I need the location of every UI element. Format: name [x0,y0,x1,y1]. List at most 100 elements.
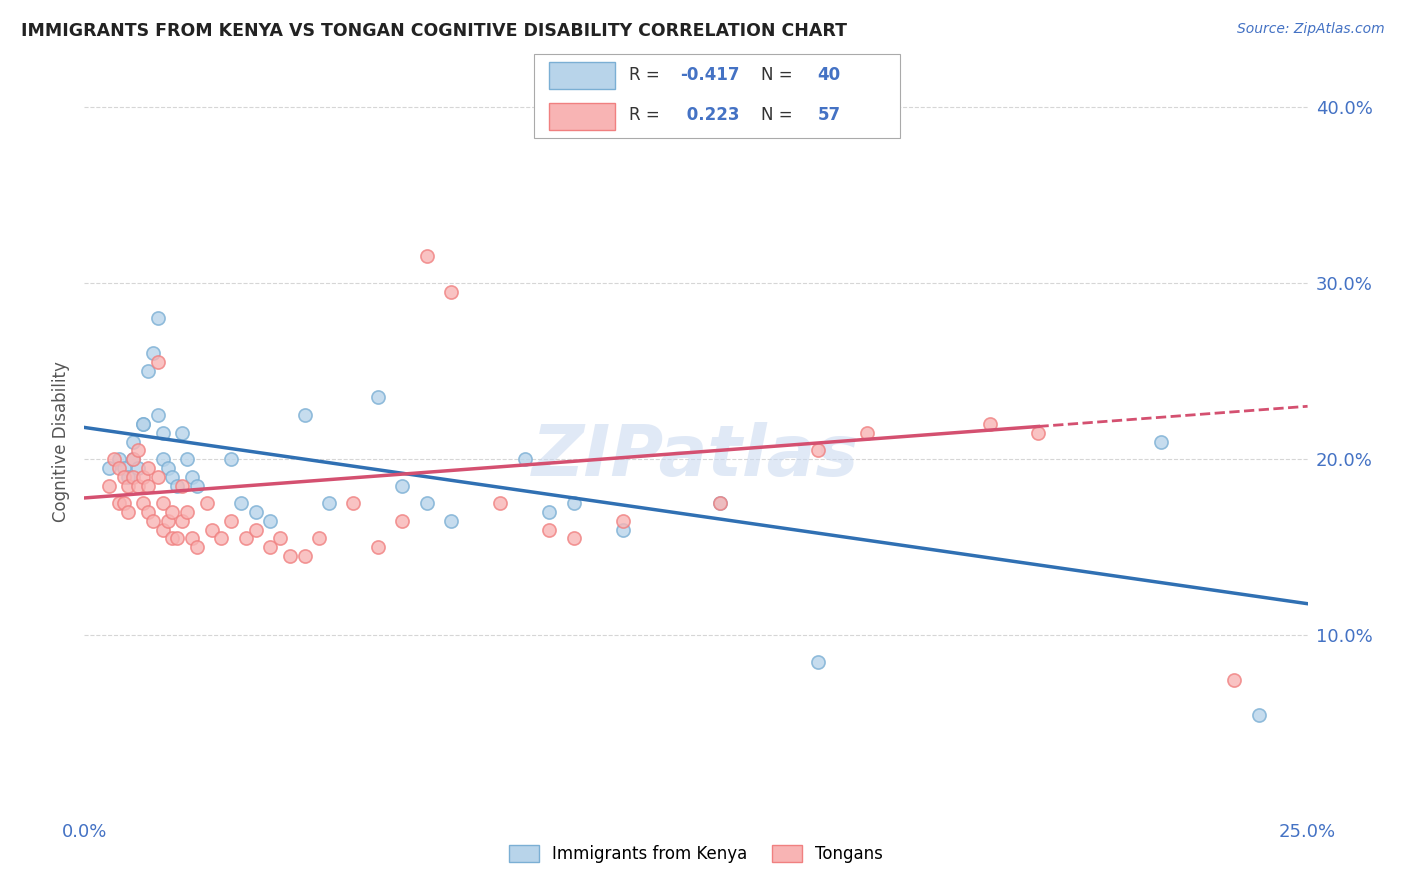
Point [122,452,145,467]
Point [117,478,139,492]
Point [107,461,129,475]
Point [136,364,159,378]
Point [807,655,830,669]
Point [709,496,731,510]
Text: IMMIGRANTS FROM KENYA VS TONGAN COGNITIVE DISABILITY CORRELATION CHART: IMMIGRANTS FROM KENYA VS TONGAN COGNITIV… [21,22,846,40]
Point [117,505,139,519]
Point [107,452,129,467]
Point [245,505,267,519]
Point [152,496,174,510]
Point [219,452,242,467]
Text: R =: R = [630,106,665,124]
Point [181,470,204,484]
Point [367,391,389,405]
Point [176,452,198,467]
Point [538,523,561,537]
Point [152,523,174,537]
Point [195,496,218,510]
Point [166,532,188,546]
Y-axis label: Cognitive Disability: Cognitive Disability [52,361,70,522]
Point [152,425,174,440]
Point [1028,425,1050,440]
Point [136,505,159,519]
Point [1247,707,1270,722]
Text: R =: R = [630,66,665,84]
Point [132,496,155,510]
Point [122,470,145,484]
Point [807,443,830,458]
Point [612,514,634,528]
Point [97,461,120,475]
Point [278,549,301,563]
Point [269,532,291,546]
Point [112,496,135,510]
Point [229,496,252,510]
Point [1223,673,1246,687]
Point [127,461,149,475]
Point [146,408,169,422]
Point [142,514,165,528]
FancyBboxPatch shape [534,54,900,138]
Text: N =: N = [761,66,797,84]
Point [136,461,159,475]
Point [122,452,145,467]
Point [856,425,879,440]
Point [152,452,174,467]
Point [200,523,222,537]
Text: N =: N = [761,106,797,124]
Point [146,470,169,484]
Point [538,505,561,519]
Point [132,417,155,431]
Point [166,478,188,492]
Point [1150,434,1173,449]
Text: Source: ZipAtlas.com: Source: ZipAtlas.com [1237,22,1385,37]
Point [181,532,204,546]
Point [127,443,149,458]
Point [97,478,120,492]
Point [259,514,281,528]
Point [612,523,634,537]
Point [156,461,179,475]
Point [979,417,1001,431]
Point [112,470,135,484]
Point [172,514,194,528]
Point [172,478,194,492]
Point [146,355,169,369]
Point [391,478,413,492]
Point [162,505,184,519]
Point [103,452,125,467]
Point [245,523,267,537]
Point [176,505,198,519]
Text: 0.223: 0.223 [681,106,740,124]
Point [318,496,340,510]
Point [294,549,316,563]
Point [440,285,463,299]
Bar [548,62,614,89]
Point [132,417,155,431]
Point [235,532,257,546]
Text: ZIPatlas: ZIPatlas [533,422,859,491]
Point [416,250,439,264]
Point [162,470,184,484]
Point [136,478,159,492]
Point [117,470,139,484]
Text: 57: 57 [818,106,841,124]
Point [308,532,330,546]
Text: -0.417: -0.417 [681,66,740,84]
Point [142,346,165,360]
Point [391,514,413,528]
Point [132,470,155,484]
Point [186,478,208,492]
Point [219,514,242,528]
Point [440,514,463,528]
Point [122,434,145,449]
Bar [548,103,614,130]
Point [513,452,536,467]
Text: 40: 40 [818,66,841,84]
Point [162,532,184,546]
Point [146,311,169,326]
Point [156,514,179,528]
Point [342,496,364,510]
Point [172,425,194,440]
Point [367,541,389,555]
